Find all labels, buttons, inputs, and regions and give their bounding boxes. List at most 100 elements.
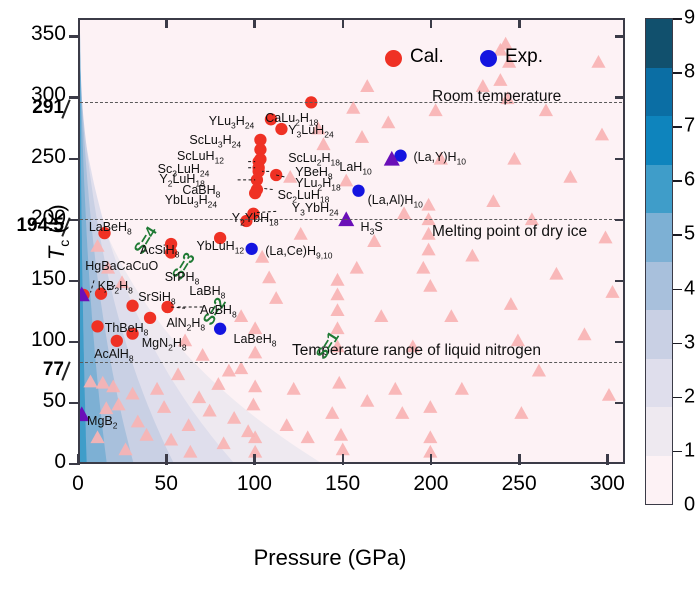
y-tick-mark-right: [615, 218, 625, 221]
x-tick-mark-top: [429, 18, 433, 28]
colorbar-band: [646, 455, 672, 504]
colorbar-tick-label: 7: [684, 114, 696, 137]
y-tick-mark: [69, 463, 80, 466]
legend-label-exp: Exp.: [505, 46, 544, 67]
point-label: SrSiH8: [138, 290, 176, 307]
contour-bands: [80, 20, 623, 462]
point-label: AlN2H8: [166, 316, 206, 333]
point-label: YbLuH12: [196, 239, 245, 256]
point-label: AcAlH8: [94, 346, 134, 364]
x-tick-label: 250: [501, 472, 537, 495]
legend-marker-cal: [385, 50, 402, 67]
x-tick-label: 200: [413, 472, 449, 495]
point-label: LaBH8: [189, 284, 226, 301]
plot-area: Room temperature Melting point of dry ic…: [78, 18, 625, 464]
y-tick-mark: [69, 401, 80, 405]
y-axis-subscript: c: [56, 239, 73, 247]
point-label: H3S: [360, 219, 383, 236]
y-tick-mark: [69, 157, 80, 160]
point-label: CaLu2H18: [265, 110, 319, 128]
point-label: LaBeH8: [88, 219, 132, 236]
y-tick-label: 100: [30, 327, 66, 351]
point-label: LaBeH8: [233, 331, 277, 349]
y-tick-mark: [69, 218, 80, 221]
colorbar-tick: [673, 342, 682, 345]
point-label: LaH10: [339, 159, 372, 177]
x-tick-mark: [253, 454, 256, 465]
colorbar-band: [646, 164, 672, 213]
y-special-label: 77: [42, 358, 64, 380]
x-tick-mark-top: [341, 18, 345, 28]
colorbar-band: [646, 358, 672, 407]
y-axis-symbol: T: [43, 246, 69, 261]
colorbar-tick-label: 0: [684, 493, 696, 516]
point-label: AcSiH8: [139, 242, 180, 260]
x-tick-mark: [165, 454, 168, 465]
colorbar-tick: [673, 288, 682, 291]
y-tick-label: 150: [30, 266, 66, 290]
ref-label-liquid-nitrogen: Temperature range of liquid nitrogen: [292, 342, 542, 359]
background-triangles: [83, 36, 620, 458]
point-label: KB2H8: [97, 279, 133, 296]
point-label: ScLuH12: [177, 148, 225, 166]
colorbar-tick-label: 1: [684, 439, 696, 462]
y-tick-label: 200: [30, 205, 66, 229]
colorbar-band: [646, 310, 672, 359]
y-tick-mark-right: [615, 401, 625, 405]
point-label: MgB2: [87, 413, 118, 431]
legend-label-cal: Cal.: [410, 46, 444, 67]
point-label: Sc2LuH18: [277, 187, 330, 205]
legend-marker-exp: [480, 50, 497, 67]
y-tick-label: 300: [30, 83, 66, 107]
colorbar-band: [646, 19, 672, 68]
point-label: Y3LuH24: [288, 122, 334, 140]
leader-lines: [90, 161, 287, 309]
point-label: HgBaCaCuO: [85, 258, 159, 273]
y-tick-label: 350: [30, 22, 66, 46]
colorbar-tick-label: 6: [684, 168, 696, 191]
y-special-label: 194.5: [16, 215, 64, 237]
colorbar-tick: [673, 450, 682, 453]
colorbar-tick-label: 9: [684, 6, 696, 29]
point-label: YLu2H18: [295, 175, 341, 192]
point-label: ScLu2H18: [288, 151, 340, 168]
y-tick-mark: [69, 35, 80, 38]
ref-line-liquid-nitrogen: [80, 362, 623, 364]
x-tick-mark: [429, 454, 433, 465]
colorbar-band: [646, 261, 672, 310]
colorbar-band: [646, 67, 672, 116]
colorbar-band: [646, 213, 672, 262]
colorbar-tick-label: 4: [684, 277, 696, 300]
y-tick-mark: [69, 279, 80, 283]
y-tick-label: 0: [54, 450, 66, 473]
x-tick-label: 100: [236, 472, 272, 495]
point-label: CaBH8: [182, 182, 221, 200]
colorbar-band: [646, 407, 672, 456]
point-label: Sc3LuH24: [157, 162, 210, 179]
colorbar-tick-label: 3: [684, 331, 696, 354]
colorbar-tick: [673, 234, 682, 236]
point-label: Y3YbH24: [291, 201, 339, 218]
colorbar-tick: [673, 396, 682, 399]
y-tick-mark-right: [615, 96, 625, 99]
colorbar: [645, 18, 673, 505]
chart-canvas: [80, 20, 623, 462]
y-tick-mark-right: [615, 157, 625, 160]
colorbar-tick-label: 8: [684, 60, 696, 83]
point-label: MgN2H8: [141, 335, 187, 353]
x-tick-label: 50: [154, 472, 178, 495]
colorbar-tick-label: 2: [684, 385, 696, 408]
point-label: YBeH8: [295, 164, 333, 182]
x-tick-mark-top: [518, 18, 521, 28]
colorbar-tick: [673, 126, 682, 128]
point-label: YbLu3H24: [164, 192, 218, 210]
point-label: ScLu3H24: [189, 132, 242, 150]
y-tick-mark: [69, 96, 80, 99]
y-tick-mark-right: [615, 35, 625, 38]
y-tick-mark-right: [615, 279, 625, 283]
colorbar-tick: [673, 18, 682, 20]
x-tick-label: 300: [589, 472, 625, 495]
point-label: (La,Ce)H9,10: [265, 243, 333, 261]
point-label: Y2YbH18: [231, 210, 279, 228]
y-axis-title: Tc (K): [44, 172, 72, 292]
